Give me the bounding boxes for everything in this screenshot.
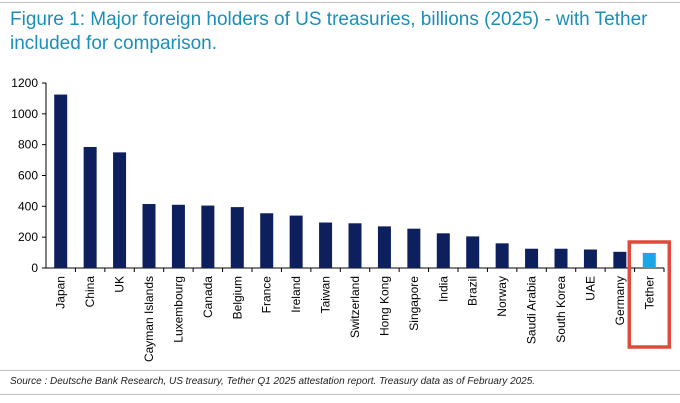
bar-china [83,146,97,268]
y-tick-label: 1000 [11,107,38,121]
bar-singapore [407,228,421,268]
x-tick-label: Luxembourg [171,276,185,343]
bar-canada [201,205,215,268]
x-tick-label: Norway [495,276,509,317]
x-tick-label: Germany [613,276,627,325]
bar-switzerland [348,223,362,268]
figure-title: Figure 1: Major foreign holders of US tr… [10,9,648,54]
y-tick-label: 1200 [11,76,38,90]
x-tick-label: Hong Kong [377,276,391,336]
bar-south-korea [554,248,568,268]
x-tick-label: Singapore [407,276,421,331]
bar-germany [613,251,627,268]
bar-cayman-islands [142,204,156,268]
bar-ireland [289,215,303,268]
highlight-box [627,240,672,349]
y-tick-label: 200 [18,230,38,244]
x-tick-label: Switzerland [348,276,362,338]
x-tick-label: Cayman Islands [142,276,156,362]
bar-norway [495,243,509,268]
bar-taiwan [319,222,333,268]
x-tick-label: UK [113,276,127,293]
bar-chart: 0 200 400 600 800 1000 1200 Japan China UK Cayman … [11,76,672,362]
bar-tether [642,252,656,268]
x-tick-label: South Korea [554,276,568,343]
x-tick-label: Ireland [289,276,303,313]
bar-uk [113,152,127,268]
bar-france [260,213,274,268]
x-tick-label: Taiwan [319,276,333,313]
x-tick-label: Saudi Arabia [525,276,539,344]
y-tick-label: 400 [18,199,38,213]
top-divider [0,2,680,3]
bottom-divider [0,394,680,395]
x-tick-label: Canada [201,276,215,318]
source-divider [0,370,680,371]
bar-uae [583,249,597,268]
bar-saudi-arabia [525,248,539,268]
bar-india [436,233,450,268]
y-tick-label: 800 [18,138,38,152]
x-tick-label: Japan [54,276,68,309]
bar-hong-kong [377,226,391,268]
x-tick-label: India [436,276,450,302]
bar-luxembourg [171,204,185,268]
bar-japan [54,94,68,268]
y-tick-label: 600 [18,169,38,183]
x-tick-label: Tether [642,276,656,309]
x-tick-label: France [260,276,274,314]
y-tick-label: 0 [31,261,38,275]
x-tick-label: Belgium [230,276,244,319]
bar-belgium [230,207,244,268]
x-tick-label: China [83,276,97,308]
x-tick-label: UAE [583,276,597,301]
bar-brazil [466,236,480,268]
x-tick-label: Brazil [466,276,480,306]
source-note: Source : Deutsche Bank Research, US trea… [10,376,536,387]
